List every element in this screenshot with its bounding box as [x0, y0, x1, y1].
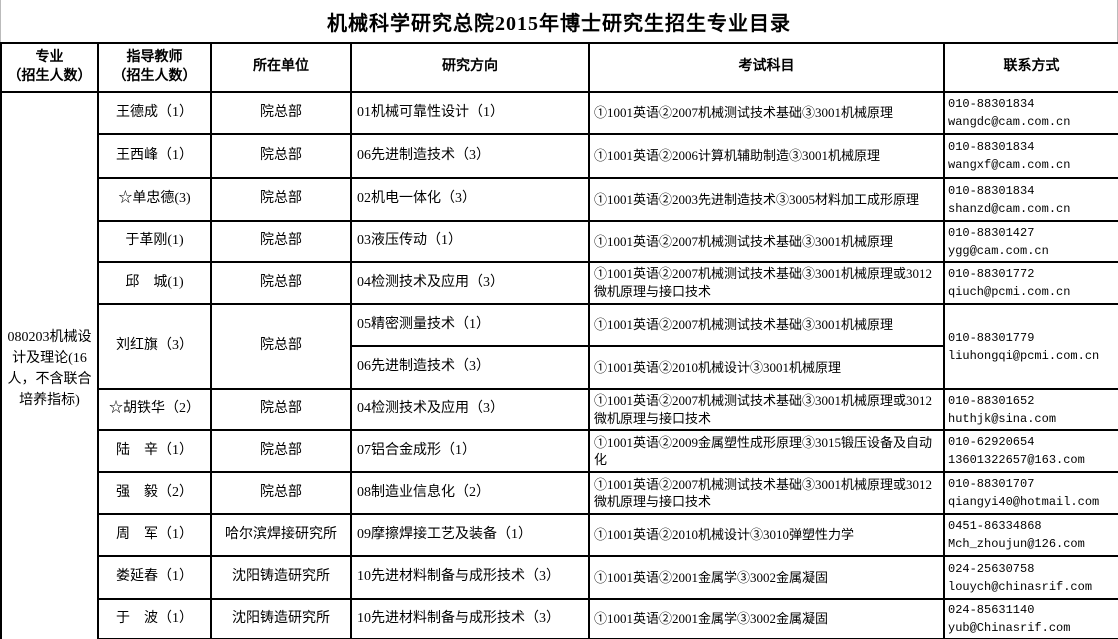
- admissions-catalog-table: 专业 （招生人数） 指导教师 （招生人数） 所在单位 研究方向 考试科目 联系方式 080…: [0, 42, 1118, 639]
- teacher-cell: 于革刚(1): [97, 220, 212, 263]
- direction-cell: 06先进制造技术（3）: [350, 133, 590, 179]
- direction-cell: 10先进材料制备与成形技术（3）: [350, 598, 590, 639]
- column-header-direction: 研究方向: [350, 42, 590, 93]
- exam-cell: ①1001英语②2001金属学③3002金属凝固: [588, 555, 945, 601]
- direction-cell: 09摩擦焊接工艺及装备（1）: [350, 513, 590, 558]
- teacher-cell: 周 军（1）: [97, 513, 212, 558]
- page-title: 机械科学研究总院2015年博士研究生招生专业目录: [0, 0, 1118, 42]
- unit-cell: 院总部: [210, 220, 352, 263]
- unit-cell: 院总部: [210, 133, 352, 179]
- unit-cell: 院总部: [210, 177, 352, 222]
- contact-cell: 010-88301834 shanzd@cam.com.cn: [943, 177, 1118, 222]
- column-header-exam: 考试科目: [588, 42, 945, 93]
- table-row: ☆胡铁华（2） 院总部 04检测技术及应用（3） ①1001英语②2007机械测试技术…: [1, 387, 1118, 432]
- teacher-cell: 王西峰（1）: [97, 133, 212, 179]
- table-row: 邱 城(1) 院总部 04检测技术及应用（3） ①1001英语②2007机械测试技术基…: [1, 261, 1118, 305]
- exam-cell: ①1001英语②2007机械测试技术基础③3001机械原理或3012微机原理与接…: [588, 387, 945, 432]
- exam-cell: ①1001英语②2007机械测试技术基础③3001机械原理: [588, 91, 945, 135]
- column-header-major: 专业 （招生人数）: [0, 42, 99, 93]
- direction-cell: 01机械可靠性设计（1）: [350, 91, 590, 135]
- column-header-contact: 联系方式: [943, 42, 1118, 93]
- direction-cell: 04检测技术及应用（3）: [350, 261, 590, 305]
- contact-cell: 010-88301427 ygg@cam.com.cn: [943, 220, 1118, 263]
- exam-cell: ①1001英语②2010机械设计③3010弹塑性力学: [588, 513, 945, 558]
- table-row: 周 军（1） 哈尔滨焊接研究所 09摩擦焊接工艺及装备（1） ①1001英语②2010…: [1, 513, 1118, 558]
- teacher-cell: 娄延春（1）: [97, 555, 212, 601]
- contact-cell: 010-62920654 13601322657@163.com: [943, 429, 1118, 474]
- major-cell: 080203机械设计及理论(16人，不含联合培养指标): [0, 90, 99, 639]
- direction-cell: 05精密测量技术（1）: [350, 303, 590, 347]
- table-body: 080203机械设计及理论(16人，不含联合培养指标) 王德成（1） 院总部 01机械…: [0, 90, 1118, 639]
- teacher-cell: ☆单忠德(3): [97, 177, 212, 222]
- unit-cell: 哈尔滨焊接研究所: [210, 513, 352, 558]
- contact-cell: 010-88301707 qiangyi40@hotmail.com: [943, 471, 1118, 516]
- exam-cell: ①1001英语②2009金属塑性成形原理③3015锻压设备及自动化: [588, 429, 945, 474]
- table-row: 于 波（1） 沈阳铸造研究所 10先进材料制备与成形技术（3） ①1001英语②200…: [1, 598, 1118, 639]
- table-row: 06先进制造技术（3） ①1001英语②2010机械设计③3001机械原理: [1, 345, 1118, 390]
- unit-cell: 院总部: [210, 303, 352, 390]
- direction-cell: 08制造业信息化（2）: [350, 471, 590, 516]
- exam-cell: ①1001英语②2007机械测试技术基础③3001机械原理: [588, 220, 945, 263]
- unit-cell: 院总部: [210, 91, 352, 135]
- unit-cell: 院总部: [210, 429, 352, 474]
- table-row: ☆单忠德(3) 院总部 02机电一体化（3） ①1001英语②2003先进制造技术③3…: [1, 177, 1118, 222]
- contact-cell: 010-88301779 liuhongqi@pcmi.com.cn: [943, 303, 1118, 390]
- table-row: 强 毅（2） 院总部 08制造业信息化（2） ①1001英语②2007机械测试技术基础…: [1, 471, 1118, 516]
- unit-cell: 沈阳铸造研究所: [210, 555, 352, 601]
- column-header-unit: 所在单位: [210, 42, 352, 93]
- exam-cell: ①1001英语②2003先进制造技术③3005材料加工成形原理: [588, 177, 945, 222]
- column-header-teacher: 指导教师 （招生人数）: [97, 42, 212, 93]
- header-row: 专业 （招生人数） 指导教师 （招生人数） 所在单位 研究方向 考试科目 联系方式: [0, 42, 1118, 93]
- teacher-cell: 强 毅（2）: [97, 471, 212, 516]
- unit-cell: 院总部: [210, 471, 352, 516]
- exam-cell: ①1001英语②2007机械测试技术基础③3001机械原理: [588, 303, 945, 347]
- table-row: 080203机械设计及理论(16人，不含联合培养指标) 王德成（1） 院总部 01机械…: [0, 90, 1118, 639]
- contact-cell: 0451-86334868 Mch_zhoujun@126.com: [943, 513, 1118, 558]
- exam-cell: ①1001英语②2010机械设计③3001机械原理: [588, 345, 945, 390]
- direction-cell: 03液压传动（1）: [350, 220, 590, 263]
- unit-cell: 院总部: [210, 387, 352, 432]
- table-row: 于革刚(1) 院总部 03液压传动（1） ①1001英语②2007机械测试技术基础③3…: [1, 220, 1118, 263]
- contact-cell: 024-85631140 yub@Chinasrif.com: [943, 598, 1118, 639]
- unit-cell: 沈阳铸造研究所: [210, 598, 352, 639]
- table-row: 陆 辛（1） 院总部 07铝合金成形（1） ①1001英语②2009金属塑性成形原理③…: [1, 429, 1118, 474]
- exam-cell: ①1001英语②2007机械测试技术基础③3001机械原理或3012微机原理与接…: [588, 261, 945, 305]
- teacher-cell: 于 波（1）: [97, 598, 212, 639]
- unit-cell: 院总部: [210, 261, 352, 305]
- exam-cell: ①1001英语②2006计算机辅助制造③3001机械原理: [588, 133, 945, 179]
- contact-cell: 010-88301834 wangdc@cam.com.cn: [943, 91, 1118, 135]
- direction-cell: 02机电一体化（3）: [350, 177, 590, 222]
- table-row: 娄延春（1） 沈阳铸造研究所 10先进材料制备与成形技术（3） ①1001英语②200…: [1, 555, 1118, 601]
- table-row: 王西峰（1） 院总部 06先进制造技术（3） ①1001英语②2006计算机辅助制造③…: [1, 133, 1118, 179]
- teacher-cell: ☆胡铁华（2）: [97, 387, 212, 432]
- teacher-cell: 陆 辛（1）: [97, 429, 212, 474]
- exam-cell: ①1001英语②2007机械测试技术基础③3001机械原理或3012微机原理与接…: [588, 471, 945, 516]
- direction-cell: 07铝合金成形（1）: [350, 429, 590, 474]
- direction-cell: 10先进材料制备与成形技术（3）: [350, 555, 590, 601]
- direction-cell: 04检测技术及应用（3）: [350, 387, 590, 432]
- teacher-cell: 刘红旗（3）: [97, 303, 212, 390]
- contact-cell: 010-88301772 qiuch@pcmi.com.cn: [943, 261, 1118, 305]
- teacher-cell: 王德成（1）: [97, 91, 212, 135]
- contact-cell: 024-25630758 louych@chinasrif.com: [943, 555, 1118, 601]
- direction-cell: 06先进制造技术（3）: [350, 345, 590, 390]
- table-row: 刘红旗（3） 院总部 05精密测量技术（1） ①1001英语②2007机械测试技术基础…: [1, 303, 1118, 390]
- exam-cell: ①1001英语②2001金属学③3002金属凝固: [588, 598, 945, 639]
- table-header: 专业 （招生人数） 指导教师 （招生人数） 所在单位 研究方向 考试科目 联系方式: [0, 42, 1118, 93]
- contact-cell: 010-88301652 huthjk@sina.com: [943, 387, 1118, 432]
- teacher-cell: 邱 城(1): [97, 261, 212, 305]
- contact-cell: 010-88301834 wangxf@cam.com.cn: [943, 133, 1118, 179]
